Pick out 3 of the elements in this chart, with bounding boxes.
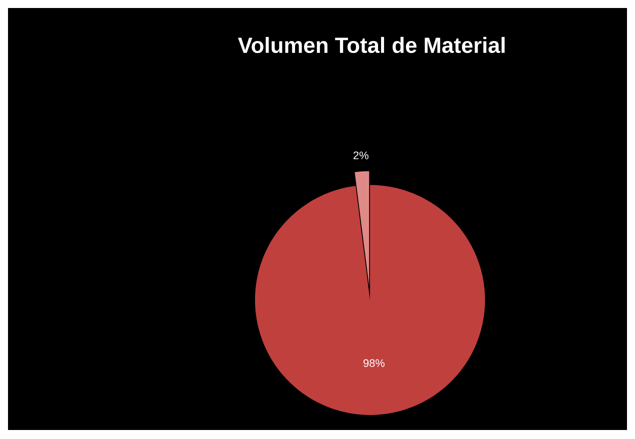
data-label: 2% — [354, 152, 368, 160]
data-label: 98% — [364, 359, 385, 367]
chart-title: Volumen Total de Material — [238, 36, 505, 54]
